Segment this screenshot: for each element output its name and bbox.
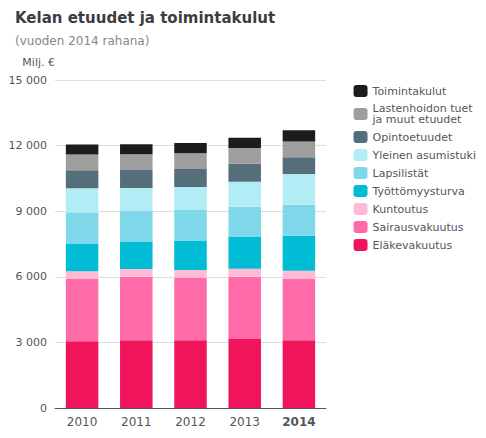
svg-text:2014: 2014 — [282, 415, 315, 429]
svg-text:Toimintakulut: Toimintakulut — [372, 85, 447, 98]
svg-text:Kelan etuudet ja toimintakulut: Kelan etuudet ja toimintakulut — [15, 9, 275, 27]
svg-text:Kuntoutus: Kuntoutus — [373, 203, 429, 216]
svg-text:Eläkevakuutus: Eläkevakuutus — [373, 239, 453, 252]
svg-text:Yleinen asumistuki: Yleinen asumistuki — [372, 149, 476, 162]
svg-text:3 000: 3 000 — [16, 336, 48, 349]
svg-text:Sairausvakuutus: Sairausvakuutus — [373, 221, 464, 234]
svg-text:2010: 2010 — [67, 415, 98, 429]
svg-text:9 000: 9 000 — [16, 205, 48, 218]
svg-text:12 000: 12 000 — [9, 139, 48, 152]
svg-text:6 000: 6 000 — [16, 270, 48, 283]
svg-text:2012: 2012 — [175, 415, 206, 429]
svg-text:Lapsilistät: Lapsilistät — [373, 167, 430, 180]
svg-text:0: 0 — [40, 402, 47, 415]
svg-text:Opintoetuudet: Opintoetuudet — [373, 131, 453, 144]
svg-text:(vuoden 2014 rahana): (vuoden 2014 rahana) — [15, 34, 149, 48]
svg-text:Milj. €: Milj. € — [22, 56, 55, 69]
svg-text:2013: 2013 — [229, 415, 260, 429]
svg-text:Lastenhoidon tuet: Lastenhoidon tuet — [372, 102, 473, 115]
svg-text:ja muut etuudet: ja muut etuudet — [372, 113, 463, 126]
svg-text:15 000: 15 000 — [9, 74, 48, 87]
svg-text:2011: 2011 — [121, 415, 152, 429]
svg-text:Työttömyysturva: Työttömyysturva — [372, 185, 465, 198]
